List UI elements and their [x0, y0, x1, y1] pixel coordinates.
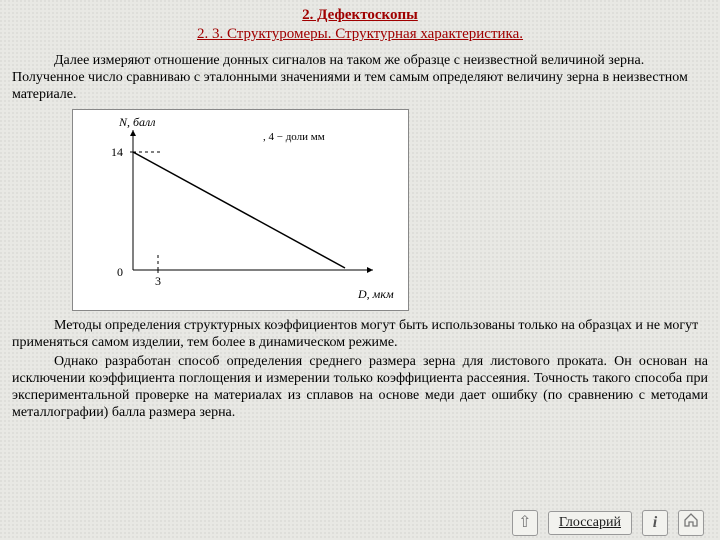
glossary-label: Глоссарий	[559, 515, 621, 530]
paragraph-1: Далее измеряют отношение донных сигналов…	[12, 52, 708, 103]
footer-nav: ⇧ Глоссарий i	[0, 510, 720, 536]
paragraph-3: Однако разработан способ определения сре…	[12, 353, 708, 421]
up-arrow-icon: ⇧	[518, 513, 531, 533]
nav-home-button[interactable]	[678, 510, 704, 536]
chart-side-label: , 4 − доли мм	[263, 131, 325, 143]
svg-text:3: 3	[155, 274, 161, 288]
page-title: 2. Дефектоскопы	[12, 6, 708, 24]
grain-size-chart: N, балл D, мкм , 4 − доли мм 14 0 3	[72, 109, 409, 311]
home-icon	[683, 513, 699, 533]
nav-info-button[interactable]: i	[642, 510, 668, 536]
glossary-button[interactable]: Глоссарий	[548, 511, 632, 534]
page: 2. Дефектоскопы 2. 3. Структуромеры. Стр…	[0, 0, 720, 421]
x-axis-label: D, мкм	[357, 287, 394, 301]
svg-text:0: 0	[117, 265, 123, 279]
info-icon: i	[653, 513, 657, 533]
heading-block: 2. Дефектоскопы 2. 3. Структуромеры. Стр…	[12, 6, 708, 44]
y-axis-label: N, балл	[118, 115, 156, 129]
chart-svg: N, балл D, мкм , 4 − доли мм 14 0 3	[73, 110, 408, 310]
nav-prev-button[interactable]: ⇧	[512, 510, 538, 536]
svg-text:14: 14	[111, 145, 123, 159]
page-subtitle: 2. 3. Структуромеры. Структурная характе…	[12, 25, 708, 43]
paragraph-2: Методы определения структурных коэффицие…	[12, 317, 708, 351]
